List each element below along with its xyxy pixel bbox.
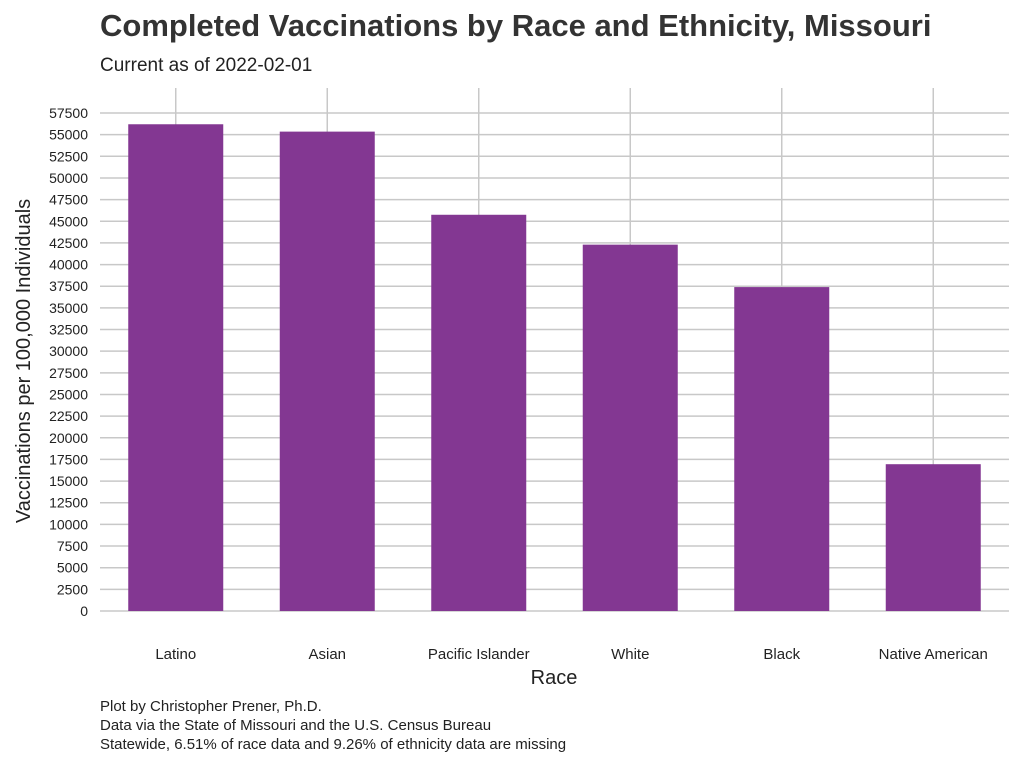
x-tick-labels: Latino Asian Pacific Islander White Black Nat… [155,646,988,663]
y-tick-label: 35000 [49,300,88,316]
y-tick-label: 30000 [49,343,88,359]
bar-native-american [885,464,981,611]
bar-chart: 0 2500 5000 7500 10000 12500 15000 17500 20000 22… [13,88,1009,689]
y-tick-label: 7500 [57,538,88,554]
x-tick-label: Asian [308,646,346,663]
caption-author: Plot by Christopher Prener, Ph.D. [100,698,322,715]
caption-missing-note: Statewide, 6.51% of race data and 9.26% … [100,736,567,753]
bar-asian [279,131,375,612]
y-tick-label: 50000 [49,170,88,186]
x-tick-label: Pacific Islander [428,646,530,663]
y-axis-title: Vaccinations per 100,000 Individuals [13,199,35,523]
y-tick-label: 40000 [49,257,88,273]
bar-black [734,287,830,611]
x-tick-label: White [611,646,649,663]
x-tick-label: Latino [155,646,196,663]
caption-block: Plot by Christopher Prener, Ph.D. Data v… [100,697,566,754]
y-tick-label: 12500 [49,495,88,511]
y-tick-label: 55000 [49,127,88,143]
y-tick-label: 37500 [49,278,88,294]
y-tick-label: 47500 [49,192,88,208]
y-tick-label: 2500 [57,581,88,597]
x-axis-title: Race [531,667,578,689]
grid-layer [100,88,1009,612]
y-tick-labels: 0 2500 5000 7500 10000 12500 15000 17500 20000 22… [49,105,88,619]
y-tick-label: 0 [80,603,88,619]
caption-source: Data via the State of Missouri and the U… [100,717,492,734]
y-tick-label: 17500 [49,451,88,467]
y-tick-label: 25000 [49,386,88,402]
y-tick-label: 15000 [49,473,88,489]
y-tick-label: 10000 [49,516,88,532]
bar-pacific-islander [431,214,527,612]
y-tick-label: 5000 [57,560,88,576]
y-tick-label: 52500 [49,148,88,164]
y-tick-label: 32500 [49,322,88,338]
y-tick-label: 20000 [49,430,88,446]
y-tick-label: 57500 [49,105,88,121]
x-tick-label: Black [763,646,800,663]
chart-title: Completed Vaccinations by Race and Ethni… [100,8,932,43]
bar-white [582,244,678,612]
y-tick-label: 45000 [49,213,88,229]
x-tick-label: Native American [879,646,988,663]
y-tick-label: 27500 [49,365,88,381]
y-tick-label: 42500 [49,235,88,251]
y-tick-label: 22500 [49,408,88,424]
bar-latino [128,124,224,612]
chart-subtitle: Current as of 2022-02-01 [100,55,313,76]
bar-layer [128,124,981,612]
